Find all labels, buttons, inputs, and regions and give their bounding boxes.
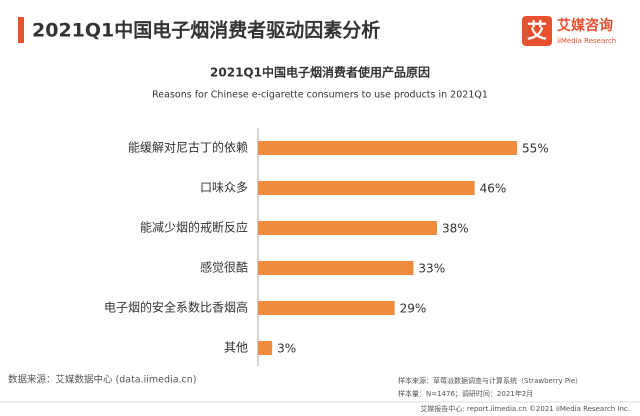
category-label: 能减少烟的戒断反应	[140, 220, 248, 235]
bar	[258, 341, 273, 355]
logo-sub: iiMedia Research	[557, 37, 616, 45]
value-label: 46%	[480, 182, 507, 196]
title-accent	[18, 17, 24, 43]
value-label: 29%	[400, 302, 427, 316]
bar	[258, 301, 395, 315]
bar	[258, 221, 437, 235]
sample-note: 样本来源：草莓派数据调查与计算系统（Strawberry Pie）	[398, 376, 582, 385]
bar	[258, 181, 475, 195]
bar	[258, 141, 518, 155]
logo-name: 艾媒咨询	[557, 17, 613, 34]
category-label: 电子烟的安全系数比香烟高	[104, 300, 248, 315]
value-label: 38%	[442, 222, 469, 236]
category-label: 感觉很酷	[200, 260, 248, 275]
page-title: 2021Q1中国电子烟消费者驱动因素分析	[32, 19, 380, 42]
value-label: 33%	[418, 262, 445, 276]
chart-title: 2021Q1中国电子烟消费者使用产品原因	[210, 65, 430, 80]
value-label: 55%	[522, 142, 549, 156]
category-label: 能缓解对尼古丁的依赖	[128, 140, 248, 155]
logo-box	[522, 16, 552, 46]
bar	[258, 261, 414, 275]
chart-subtitle: Reasons for Chinese e-cigarette consumer…	[152, 90, 488, 101]
value-label: 3%	[277, 342, 296, 356]
category-label: 其他	[224, 341, 248, 355]
footer: 艾媒报告中心: report.iimedia.cn ©2021 iiMedia …	[420, 404, 630, 413]
category-label: 口味众多	[200, 181, 248, 195]
sample-note: 样本量：N=1476；调研时间：2021年2月	[398, 389, 533, 398]
logo-icon: 艾	[527, 19, 547, 43]
source: 数据来源：艾媒数据中心 (data.iimedia.cn)	[8, 374, 196, 386]
